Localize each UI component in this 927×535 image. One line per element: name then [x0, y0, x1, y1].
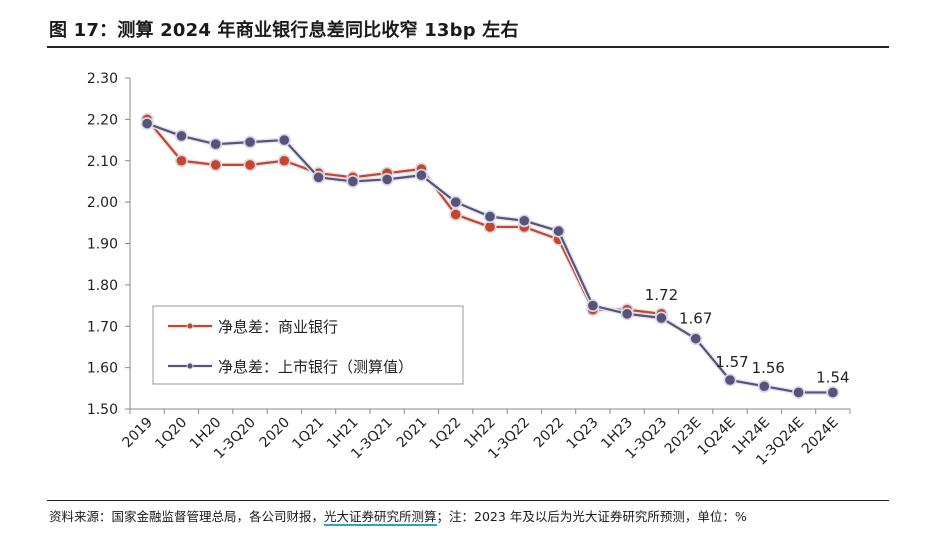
y-tick-label: 2.30: [87, 71, 118, 87]
data-point: [245, 160, 255, 170]
y-tick-label: 1.50: [87, 402, 118, 418]
legend-label: 净息差：商业银行: [218, 318, 338, 336]
x-tick-label: 2021: [394, 415, 431, 452]
data-point: [519, 215, 530, 226]
data-label: 1.54: [816, 368, 849, 386]
y-tick-label: 2.20: [87, 112, 118, 128]
y-tick-label: 1.60: [87, 361, 118, 377]
data-point: [485, 222, 495, 232]
y-tick-label: 1.90: [87, 237, 118, 253]
y-tick-label: 2.10: [87, 154, 118, 170]
data-point: [759, 381, 770, 392]
title-divider: [47, 46, 889, 48]
data-point: [450, 197, 461, 207]
x-tick-label: 1Q20: [152, 415, 190, 453]
data-point: [725, 375, 735, 385]
data-label: 1.57: [715, 353, 748, 371]
data-point: [313, 172, 324, 183]
legend-box: [152, 305, 464, 385]
y-tick-label: 1.80: [87, 278, 118, 294]
data-point: [828, 387, 838, 398]
chart-title: 图 17：测算 2024 年商业银行息差同比收窄 13bp 左右: [49, 20, 519, 41]
data-point: [279, 155, 290, 166]
data-point: [245, 137, 255, 147]
data-point: [210, 139, 221, 149]
y-tick-label: 2.00: [87, 195, 118, 211]
source-highlight: 光大证券研究所测算: [324, 509, 437, 526]
x-tick-label: 1Q22: [427, 415, 465, 453]
data-label: 1.67: [679, 310, 712, 328]
data-point: [176, 131, 187, 141]
x-tick-label: 1Q21: [289, 415, 327, 453]
data-label: 1.72: [645, 286, 678, 304]
source-suffix: ；注：2023 年及以后为光大证券研究所预测，单位：%: [436, 509, 747, 524]
data-point: [553, 226, 564, 236]
net-interest-margin-chart: 1.50 1.60 1.70 1.80 1.90 2.00 2.10 2.20 2.30 2019…: [87, 71, 851, 469]
y-tick-label: 1.70: [87, 319, 118, 335]
x-tick-label: 1Q23: [564, 415, 602, 453]
data-point: [588, 300, 598, 311]
data-point: [382, 174, 392, 185]
data-point: [793, 387, 804, 398]
x-tick-label: 1Q24E: [695, 415, 739, 459]
data-point: [450, 209, 461, 220]
source-note: 资料来源：国家金融监督管理总局，各公司财报，光大证券研究所测算；注：2023 年…: [49, 506, 747, 526]
x-tick-label: 2024E: [799, 415, 842, 458]
series-line-1: [146, 118, 662, 315]
data-point: [142, 118, 152, 129]
legend-swatch-marker: [186, 322, 194, 330]
x-tick-label: 2020: [257, 415, 294, 452]
data-point: [416, 170, 427, 181]
x-tick-label: 2019: [119, 415, 156, 452]
data-point: [656, 313, 667, 323]
legend-swatch-marker: [186, 362, 194, 370]
data-point: [279, 135, 290, 145]
data-point: [176, 155, 187, 166]
legend-label: 净息差：上市银行（测算值）: [218, 358, 413, 376]
data-point: [690, 333, 701, 344]
data-point: [210, 160, 221, 170]
data-point: [485, 211, 495, 222]
x-tick-label: 2022: [531, 415, 568, 452]
source-prefix: 资料来源：国家金融监督管理总局，各公司财报，: [49, 509, 325, 524]
data-point: [622, 309, 632, 319]
footer-divider: [47, 500, 889, 501]
data-point: [348, 176, 358, 187]
data-label: 1.56: [752, 359, 785, 377]
